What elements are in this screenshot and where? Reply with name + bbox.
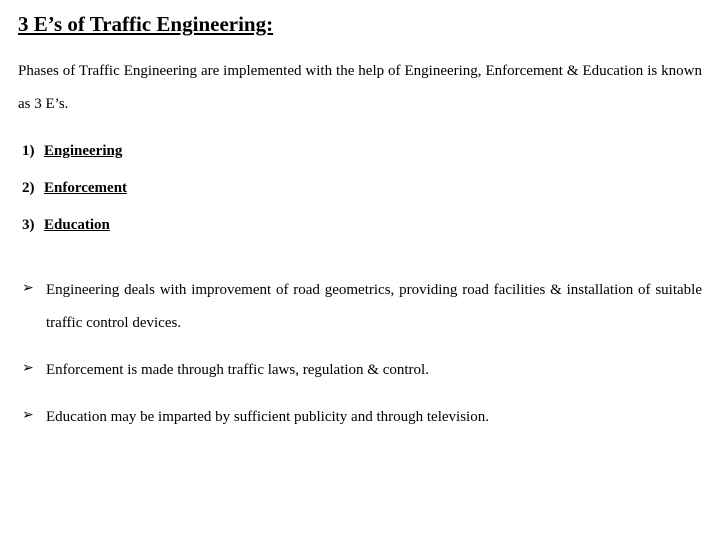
numbered-item-enforcement: 2)Enforcement: [18, 180, 702, 197]
bullet-item-engineering: Engineering deals with improvement of ro…: [18, 274, 702, 340]
intro-paragraph: Phases of Traffic Engineering are implem…: [18, 55, 702, 121]
section-heading: 3 E’s of Traffic Engineering:: [18, 12, 702, 37]
bullet-item-enforcement: Enforcement is made through traffic laws…: [18, 354, 702, 387]
item-number: 3): [22, 217, 44, 234]
item-number: 2): [22, 180, 44, 197]
item-label: Enforcement: [44, 180, 127, 196]
item-number: 1): [22, 143, 44, 160]
numbered-item-education: 3)Education: [18, 217, 702, 234]
item-label: Engineering: [44, 143, 122, 159]
bullet-list: Engineering deals with improvement of ro…: [18, 274, 702, 434]
numbered-item-engineering: 1)Engineering: [18, 143, 702, 160]
numbered-list: 1)Engineering 2)Enforcement 3)Education: [18, 143, 702, 234]
bullet-item-education: Education may be imparted by sufficient …: [18, 401, 702, 434]
document-page: 3 E’s of Traffic Engineering: Phases of …: [0, 0, 720, 466]
item-label: Education: [44, 217, 110, 233]
